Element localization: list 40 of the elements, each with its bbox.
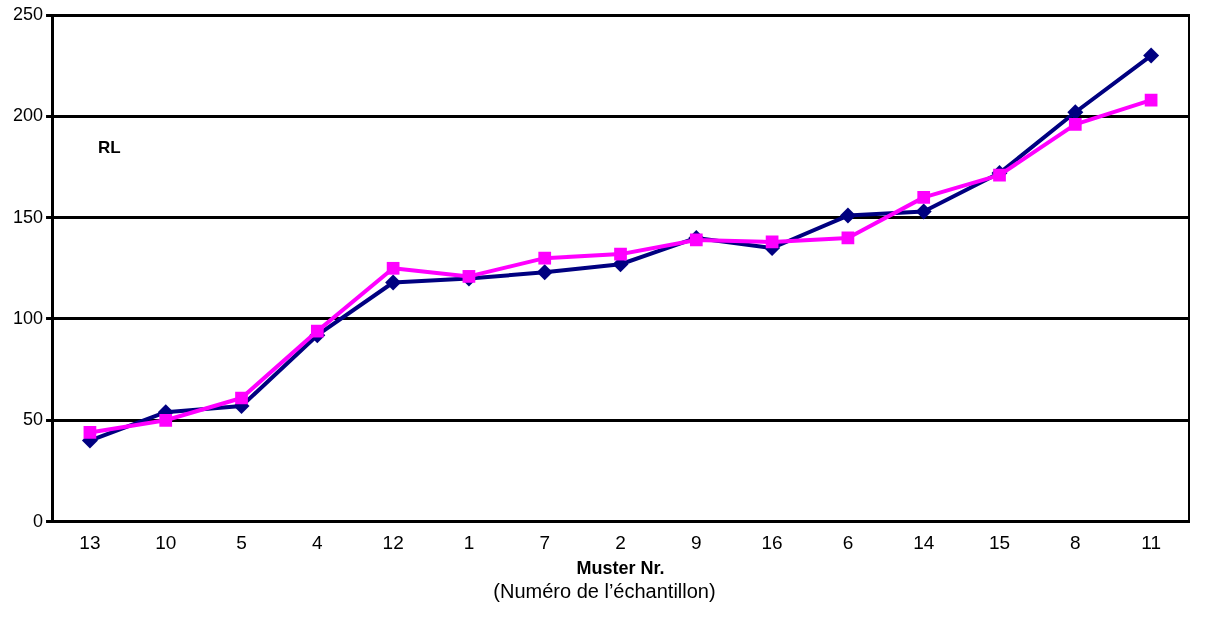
text: (Numéro de l’échantillon) bbox=[492, 580, 717, 603]
y-tick-label: 50 bbox=[23, 409, 44, 430]
x-tick-label: 1 bbox=[463, 532, 475, 554]
x-tick-label: 13 bbox=[79, 532, 101, 554]
point bbox=[235, 391, 248, 405]
y-axis-title: RL bbox=[98, 138, 121, 158]
x-tick-label: 14 bbox=[913, 532, 935, 554]
y-tick-label: 0 bbox=[33, 510, 44, 531]
point bbox=[1143, 47, 1160, 64]
x-tick-label: 10 bbox=[155, 532, 177, 554]
point bbox=[310, 324, 324, 338]
point bbox=[386, 261, 400, 275]
point bbox=[159, 413, 173, 427]
x-tick-label: 7 bbox=[539, 532, 551, 554]
x-axis-title: Muster Nr. bbox=[576, 558, 665, 579]
point bbox=[839, 207, 856, 224]
y-tick-label: 200 bbox=[12, 105, 44, 126]
point bbox=[536, 264, 553, 281]
x-tick-label: 12 bbox=[382, 532, 404, 554]
x-tick-label: 4 bbox=[312, 532, 324, 554]
y-tick-label: 150 bbox=[12, 206, 44, 227]
point bbox=[538, 251, 552, 265]
x-tick-label: 2 bbox=[615, 532, 626, 554]
x-tick-label: 8 bbox=[1070, 532, 1081, 554]
point bbox=[1068, 118, 1082, 131]
point bbox=[915, 203, 932, 220]
point bbox=[689, 233, 703, 247]
x-tick-label: 15 bbox=[988, 532, 1011, 554]
x-tick-label: 5 bbox=[236, 532, 247, 554]
x-tick-label: 16 bbox=[761, 532, 783, 554]
y-tick-label: 100 bbox=[12, 307, 44, 328]
point bbox=[614, 247, 627, 261]
x-tick-label: 11 bbox=[1141, 532, 1161, 554]
point bbox=[385, 274, 402, 291]
x-tick-label: 6 bbox=[842, 532, 854, 554]
point bbox=[917, 191, 931, 204]
y-tick-label: 250 bbox=[12, 3, 44, 24]
point bbox=[83, 426, 97, 439]
x-tick-label: 9 bbox=[691, 532, 702, 554]
point bbox=[462, 270, 476, 283]
